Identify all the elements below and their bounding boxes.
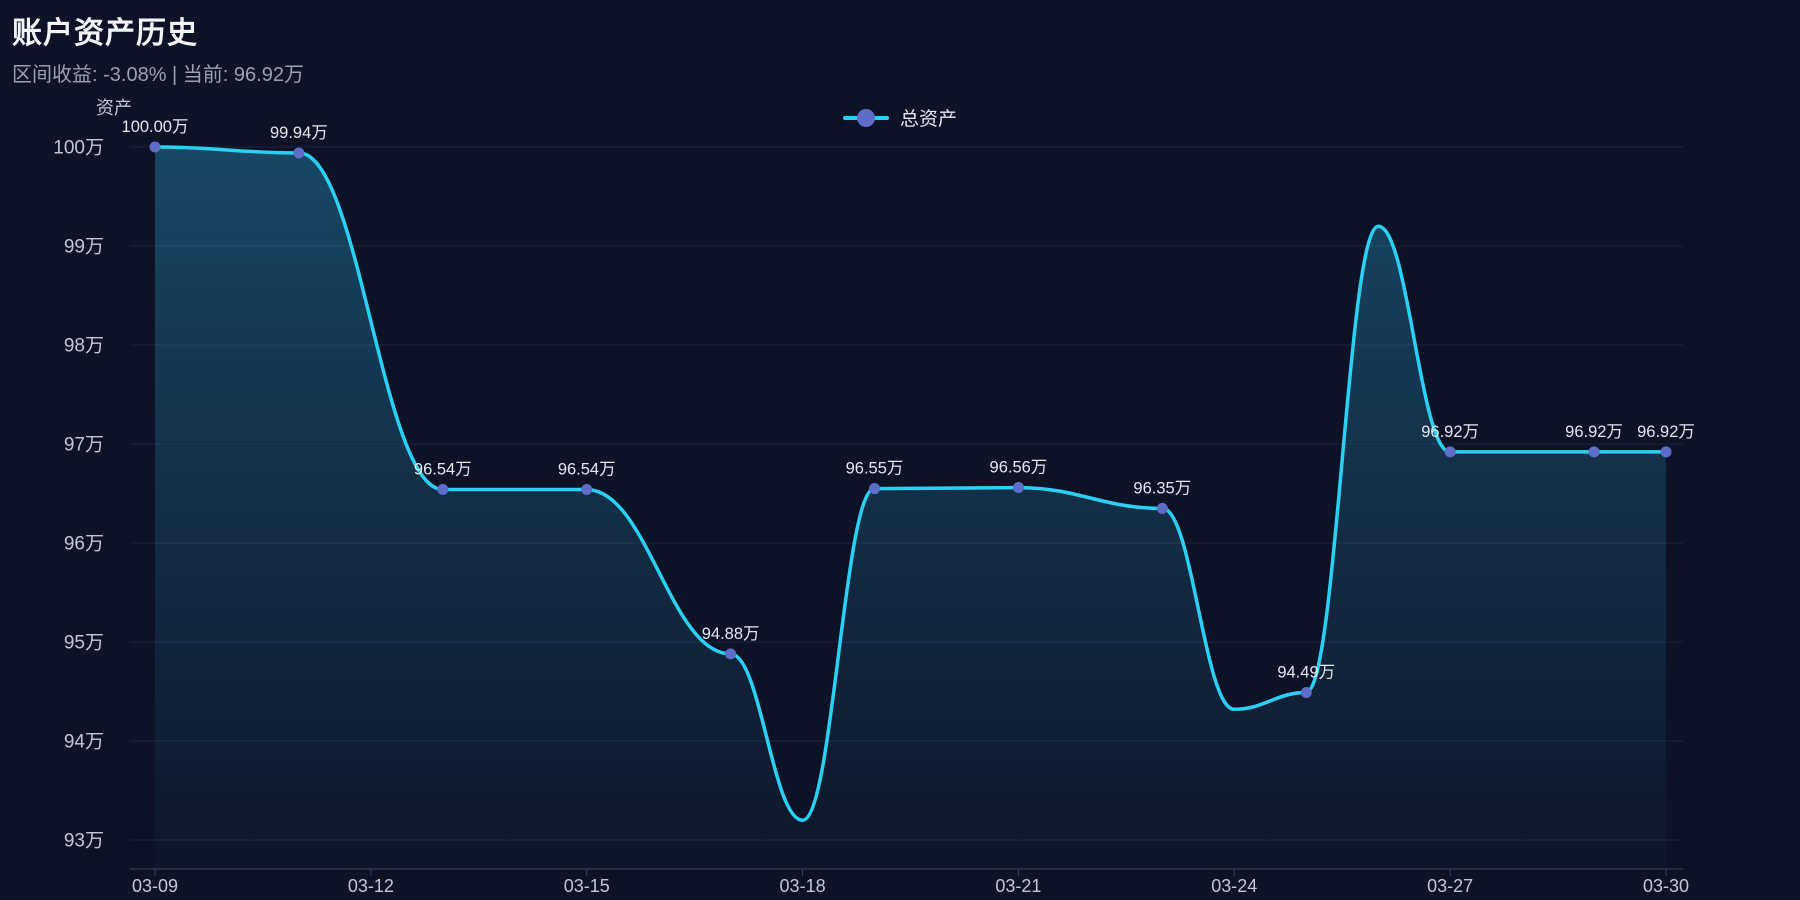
point-label: 96.54万 <box>558 461 616 479</box>
page-title: 账户资产历史 <box>12 17 198 50</box>
data-point[interactable] <box>725 648 737 660</box>
point-label: 94.88万 <box>702 625 760 643</box>
data-point[interactable] <box>869 483 881 495</box>
data-point[interactable] <box>437 484 449 496</box>
point-label: 96.56万 <box>990 459 1048 477</box>
point-label: 96.55万 <box>846 460 904 478</box>
point-label: 96.35万 <box>1133 479 1191 497</box>
y-axis-label: 100万 <box>53 138 104 159</box>
y-axis-label: 94万 <box>64 732 104 753</box>
x-axis-label: 03-18 <box>780 876 826 896</box>
x-axis-label: 03-24 <box>1211 876 1257 896</box>
y-axis-label: 98万 <box>64 336 104 357</box>
point-label: 94.49万 <box>1277 663 1335 681</box>
legend-line-marker-icon <box>842 108 889 127</box>
data-point[interactable] <box>1156 502 1168 514</box>
y-axis-label: 93万 <box>64 831 104 852</box>
x-axis-label: 03-27 <box>1427 876 1473 896</box>
page-subtitle: 区间收益: -3.08% | 当前: 96.92万 <box>12 64 304 86</box>
x-axis-label: 03-09 <box>132 876 178 896</box>
y-axis-name: 资产 <box>96 98 132 118</box>
data-point[interactable] <box>1012 482 1024 494</box>
data-point[interactable] <box>1444 446 1456 458</box>
point-label: 96.54万 <box>414 461 472 479</box>
data-point[interactable] <box>1588 446 1600 458</box>
point-label: 100.00万 <box>122 118 189 136</box>
y-axis-label: 97万 <box>64 435 104 456</box>
data-point[interactable] <box>149 141 161 153</box>
x-axis-label: 03-15 <box>564 876 610 896</box>
point-label: 99.94万 <box>270 124 328 142</box>
point-label: 96.92万 <box>1421 423 1479 441</box>
legend-item-total-assets[interactable]: 总资产 <box>842 104 958 131</box>
data-point[interactable] <box>293 147 305 159</box>
x-axis-label: 03-30 <box>1643 876 1689 896</box>
data-point[interactable] <box>1660 446 1672 458</box>
data-point[interactable] <box>1300 686 1312 698</box>
data-point[interactable] <box>581 484 593 496</box>
point-label: 96.92万 <box>1637 423 1695 441</box>
area-fill <box>155 147 1666 869</box>
x-axis-label: 03-12 <box>348 876 394 896</box>
legend-label: 总资产 <box>899 109 958 130</box>
x-axis-label: 03-21 <box>995 876 1041 896</box>
y-axis-label: 99万 <box>64 237 104 258</box>
y-axis-label: 95万 <box>64 633 104 654</box>
legend-dot-marker-icon <box>856 108 875 127</box>
y-axis-label: 96万 <box>64 534 104 555</box>
point-label: 96.92万 <box>1565 423 1623 441</box>
